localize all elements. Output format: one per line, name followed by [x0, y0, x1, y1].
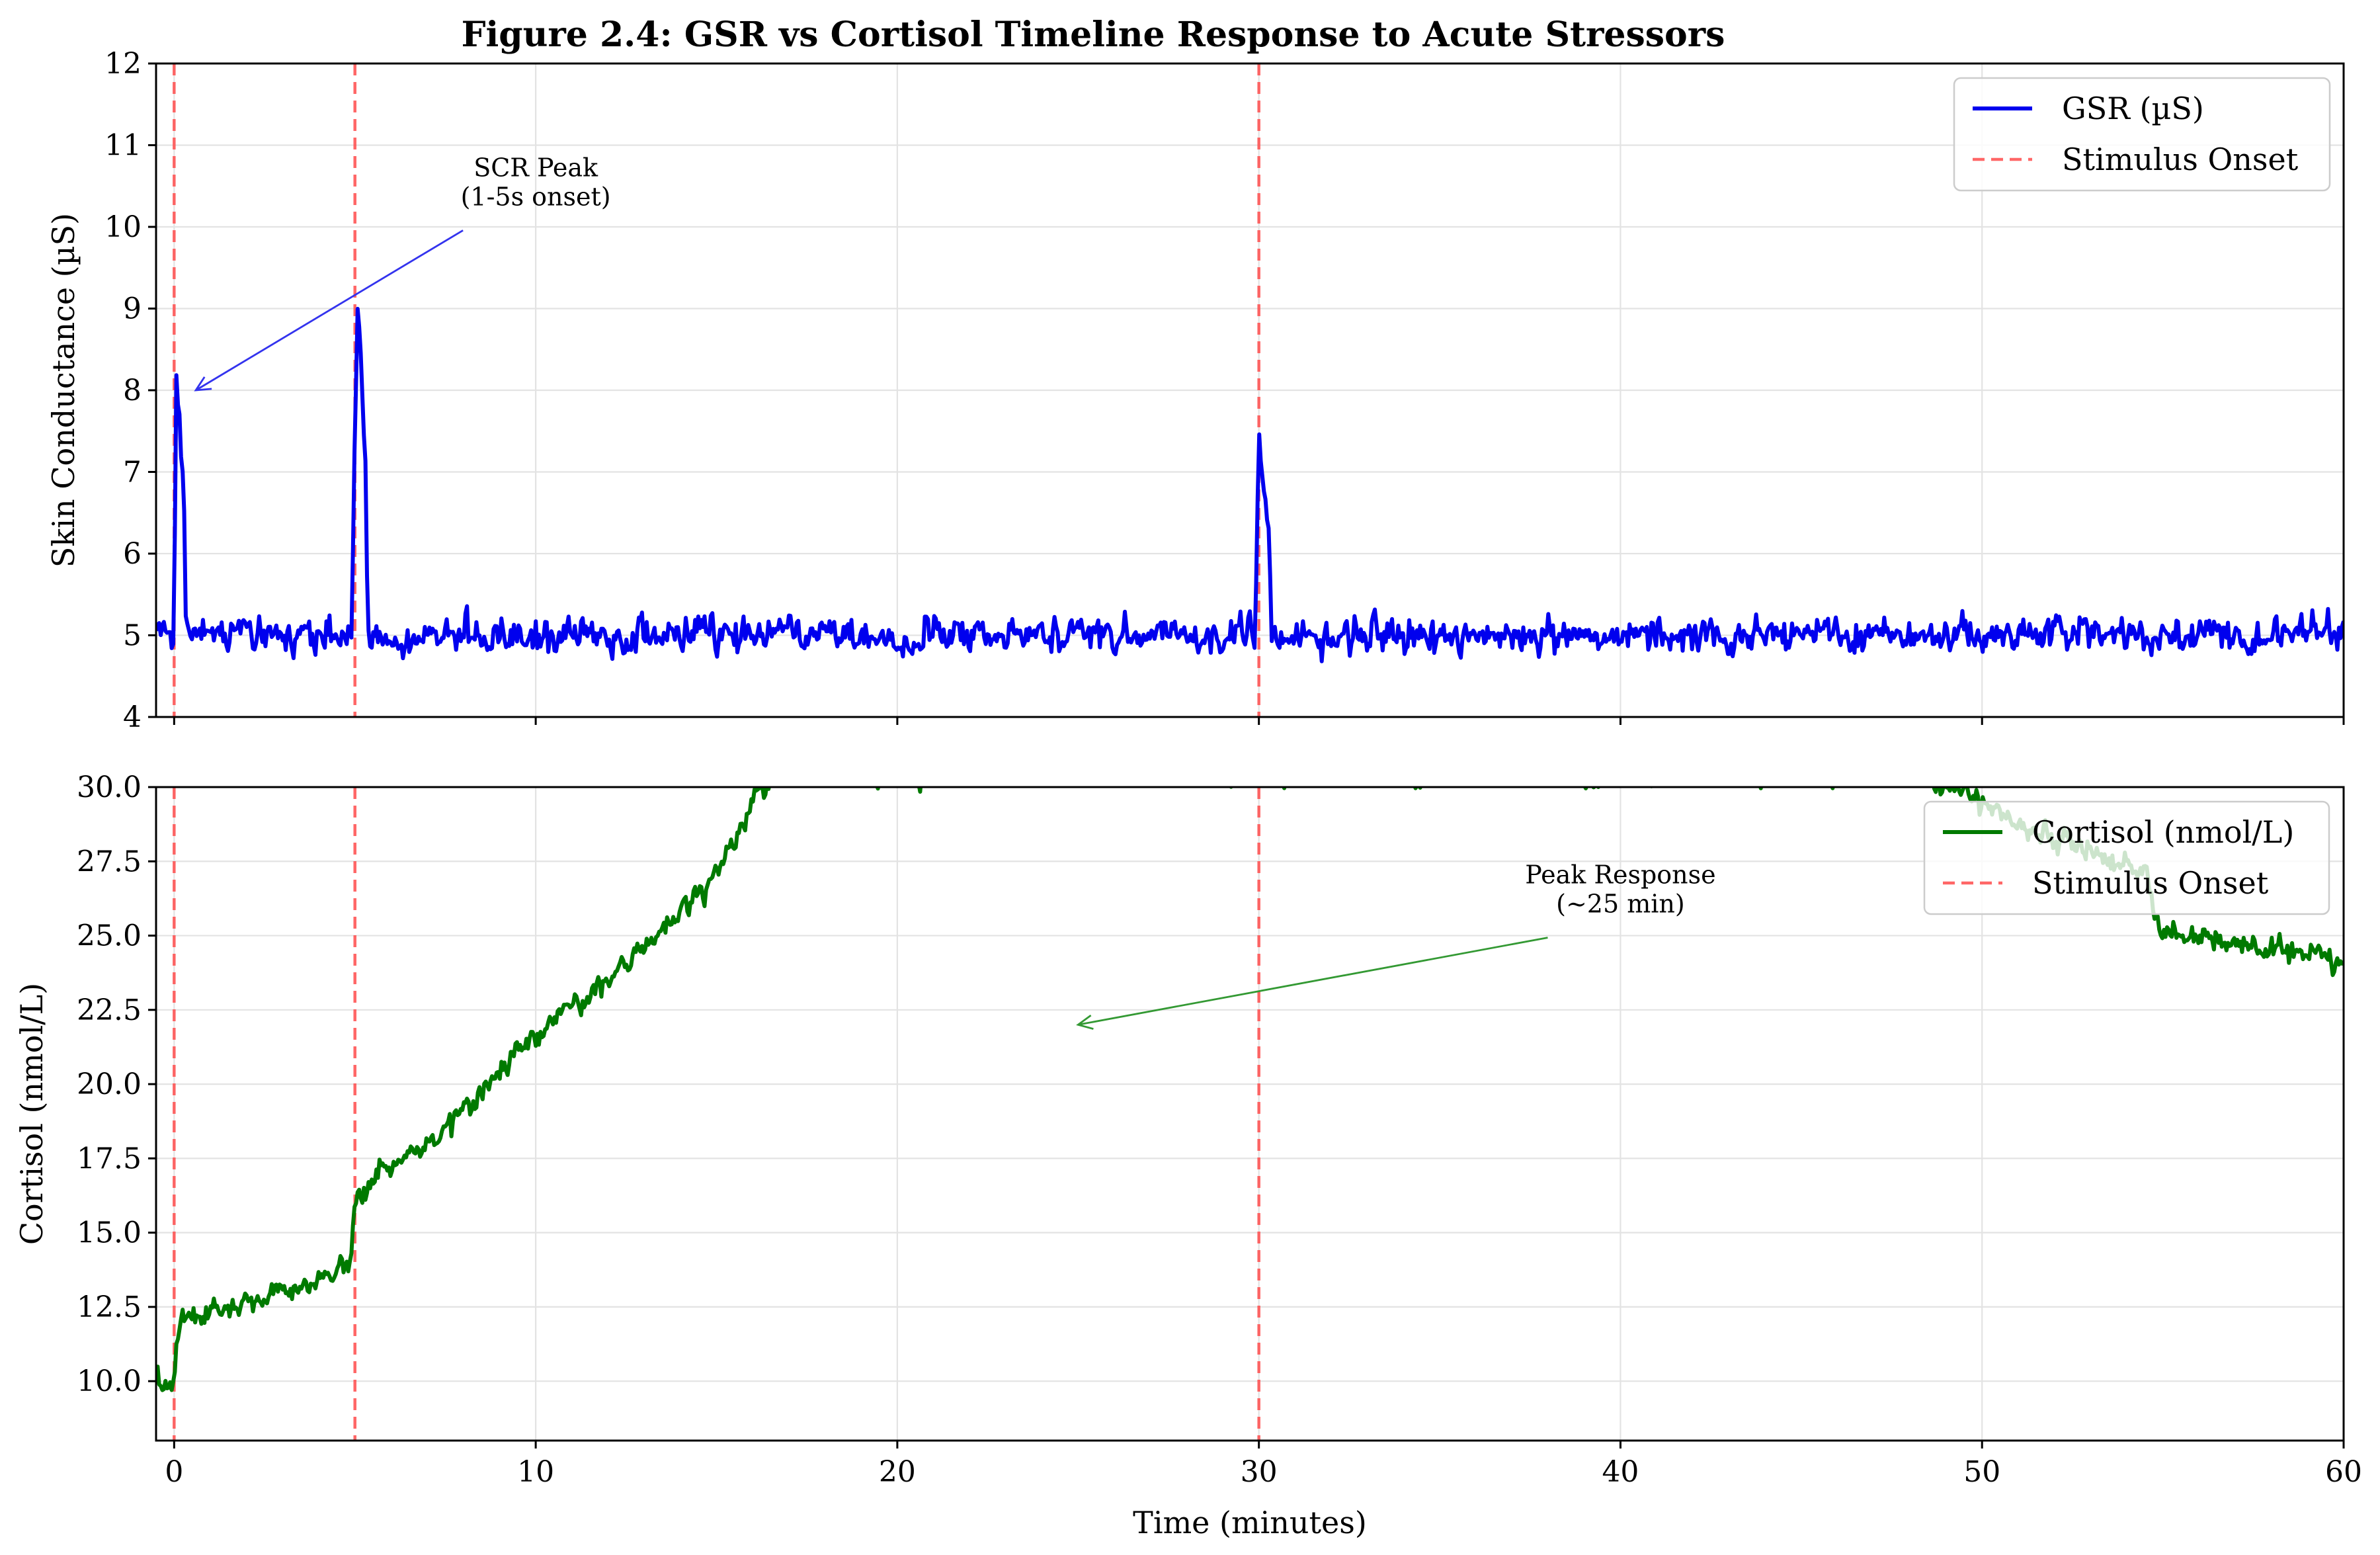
cortisol-panel: Cortisol (nmol/L) Stimulus Onset 10.0 12.…	[14, 771, 2362, 1540]
annotation-arrow-shaft	[195, 230, 464, 392]
x-tick-label: 10	[517, 1455, 554, 1489]
gsr-y-axis-label: Skin Conductance (µS)	[46, 213, 81, 567]
cortisol-y-axis-label: Cortisol (nmol/L)	[14, 983, 50, 1245]
cortisol-x-ticks: 0 10 20 30 40 50 60	[165, 1441, 2362, 1489]
y-tick-label: 10.0	[77, 1365, 142, 1398]
y-tick-label: 10	[104, 210, 142, 244]
gsr-panel: 4 5 6 7 8 9 10 11 12 Skin Conductance (µS) SCR P…	[46, 47, 2345, 734]
gsr-x-ticks	[173, 717, 2345, 725]
y-tick-label: 4	[123, 700, 142, 734]
y-tick-label: 22.5	[77, 993, 142, 1027]
y-tick-label: 11	[104, 129, 142, 163]
annotation-text: (~25 min)	[1556, 890, 1685, 919]
y-tick-label: 17.5	[77, 1142, 142, 1175]
x-tick-label: 60	[2325, 1455, 2362, 1489]
x-tick-label: 50	[1963, 1455, 2000, 1489]
annotation-arrow-head	[194, 376, 212, 392]
scr-peak-annotation: SCR Peak(1-5s onset)	[194, 153, 611, 392]
annotation-text: (1-5s onset)	[461, 182, 611, 211]
x-tick-label: 40	[1602, 1455, 1639, 1489]
gsr-legend-box	[1953, 77, 2331, 192]
annotation-arrow-shaft	[1078, 937, 1548, 1026]
y-tick-label: 8	[123, 374, 142, 407]
annotation-arrow-head	[1076, 1014, 1094, 1030]
annotation-text: Peak Response	[1525, 861, 1715, 890]
annotation-text: SCR Peak	[473, 153, 598, 182]
stimulus-legend-entry: Stimulus Onset	[2062, 142, 2299, 177]
cortisol-legend-box	[1923, 800, 2330, 915]
y-tick-label: 20.0	[77, 1068, 142, 1101]
y-tick-label: 15.0	[77, 1216, 142, 1250]
y-tick-label: 5	[123, 619, 142, 653]
stimulus-legend-entry-bottom: Stimulus Onset	[2032, 865, 2269, 901]
cortisol-axes-frame	[155, 786, 2345, 1442]
cortisol-y-ticks: 10.0 12.5 15.0 17.5 20.0 22.5 25.0 27.5 30.0	[77, 771, 156, 1398]
y-tick-label: 25.0	[77, 919, 142, 953]
gsr-y-ticks: 4 5 6 7 8 9 10 11 12	[104, 47, 156, 734]
figure-title: Figure 2.4: GSR vs Cortisol Timeline Res…	[462, 15, 1725, 55]
y-tick-label: 7	[123, 456, 142, 489]
cortisol-legend: Cortisol (nmol/L) Stimulus Onset	[1923, 800, 2330, 915]
cortisol-legend-entry: Cortisol (nmol/L)	[2032, 814, 2294, 850]
y-tick-label: 9	[123, 292, 142, 326]
x-axis-label: Time (minutes)	[1133, 1505, 1367, 1540]
y-tick-label: 12	[104, 47, 142, 81]
gsr-line	[156, 306, 2344, 663]
x-tick-label: 0	[165, 1455, 183, 1489]
y-tick-label: 6	[123, 537, 142, 571]
gsr-legend: GSR (µS) Stimulus Onset	[1953, 77, 2331, 192]
x-tick-label: 30	[1241, 1455, 1278, 1489]
y-tick-label: 30.0	[77, 771, 142, 804]
gsr-legend-entry: GSR (µS)	[2062, 91, 2204, 126]
y-tick-label: 27.5	[77, 845, 142, 878]
x-tick-label: 20	[879, 1455, 916, 1489]
y-tick-label: 12.5	[77, 1290, 142, 1324]
peak-response-annotation: Peak Response(~25 min)	[1076, 861, 1716, 1030]
gsr-series	[156, 306, 2344, 663]
cortisol-stimulus-lines	[173, 787, 1260, 1441]
